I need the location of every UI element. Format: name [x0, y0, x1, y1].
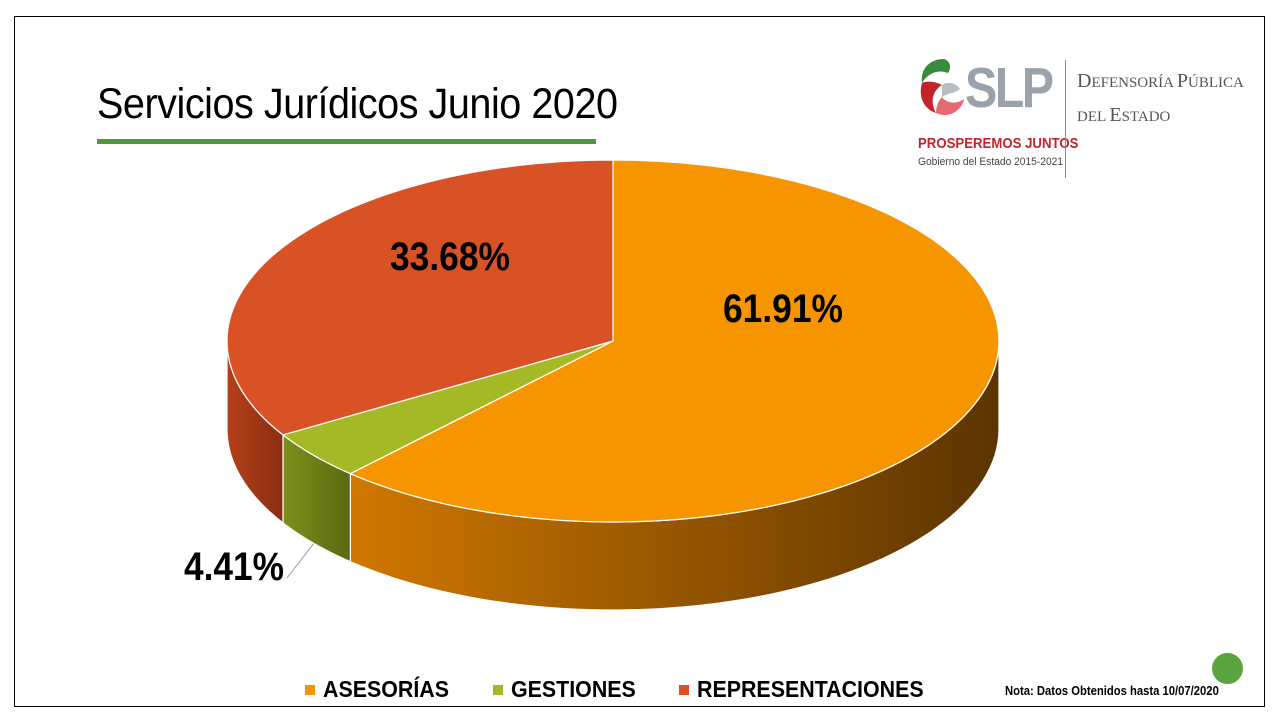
data-label-gestiones: 4.41%	[184, 545, 284, 589]
pie-slice-gestiones	[281, 340, 614, 475]
logo-org-efensoria: efensoría	[1091, 75, 1177, 91]
slp-emblem-icon	[920, 59, 964, 116]
logo-org-cap-d: D	[1077, 70, 1092, 92]
pie-top-faces	[226, 159, 1000, 523]
chart-title: Servicios Jurídicos Junio 2020	[97, 80, 618, 128]
title-underline	[97, 139, 596, 144]
chart-legend: ASESORÍAS GESTIONES REPRESENTACIONES	[305, 676, 941, 703]
logo-period: Gobierno del Estado 2015-2021	[918, 156, 1064, 168]
logo-tagline: PROSPEREMOS JUNTOS	[918, 135, 1079, 152]
pie-slice-representaciones	[226, 159, 614, 436]
logo-org-cap-p: P	[1176, 70, 1189, 92]
logo-org-line-1: Defensoría Pública	[1077, 65, 1244, 99]
logo-org-ublica: ública	[1188, 75, 1244, 91]
legend-item-gestiones: GESTIONES	[493, 676, 679, 703]
logo-divider	[1065, 60, 1066, 178]
gestiones-leader-line	[286, 543, 315, 579]
logo-org-line-2: del Estado	[1077, 99, 1244, 133]
legend-item-representaciones: REPRESENTACIONES	[679, 676, 941, 703]
legend-swatch-representaciones	[679, 684, 689, 695]
logo-organization: Defensoría Pública del Estado	[1077, 65, 1244, 133]
legend-label-asesorias: ASESORÍAS	[323, 676, 450, 702]
logo-org-stado: stado	[1121, 109, 1171, 125]
logo-wordmark: SLP	[965, 56, 1054, 120]
logo-org-del: del	[1077, 109, 1110, 125]
legend-swatch-asesorias	[305, 684, 315, 695]
data-label-asesorias: 61.91%	[723, 287, 843, 331]
pie-slice-asesorias	[348, 159, 1000, 523]
government-logo: SLP PROSPEREMOS JUNTOS Gobierno del Esta…	[918, 55, 1248, 185]
legend-label-representaciones: REPRESENTACIONES	[697, 676, 924, 702]
legend-item-asesorias: ASESORÍAS	[305, 676, 493, 703]
legend-label-gestiones: GESTIONES	[511, 676, 636, 702]
data-note: Nota: Datos Obtenidos hasta 10/07/2020	[1005, 684, 1219, 698]
data-label-representaciones: 33.68%	[390, 235, 510, 279]
status-dot	[1212, 653, 1243, 684]
logo-org-cap-e: E	[1109, 104, 1122, 126]
legend-swatch-gestiones	[493, 684, 503, 695]
